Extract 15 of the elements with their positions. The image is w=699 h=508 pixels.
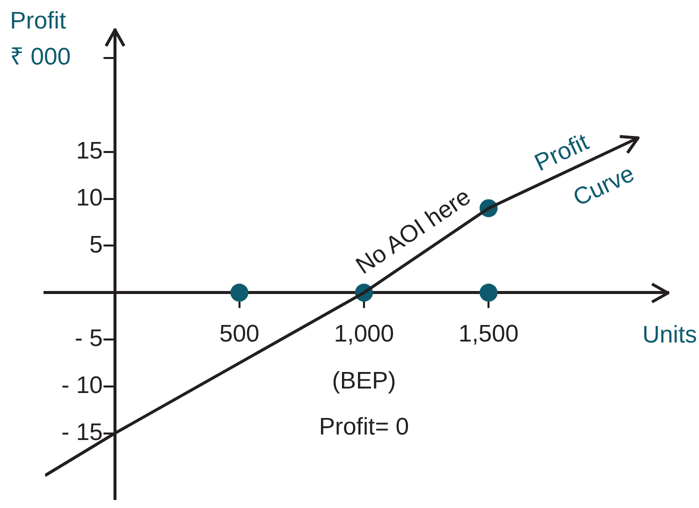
y-tick-label: 10 bbox=[76, 184, 103, 212]
x-tick-label: 1,000 bbox=[334, 320, 394, 348]
annotation: (BEP) bbox=[332, 367, 396, 394]
x-tick-label: 1,500 bbox=[458, 320, 519, 348]
y-tick-label: - 10 bbox=[61, 372, 103, 400]
text: Profit Curve bbox=[530, 128, 639, 212]
annotation: Profit= 0 bbox=[318, 413, 409, 440]
y-tick-label: 5 bbox=[89, 231, 103, 258]
y-tick-label: 15 bbox=[76, 138, 103, 165]
y-tick-label: - 15 bbox=[61, 418, 103, 446]
y-tick-label: - 5 bbox=[74, 325, 103, 352]
annotation: No AOI here bbox=[351, 183, 476, 280]
y-axis-title: Profit ₹ 000 bbox=[10, 8, 71, 71]
x-tick-label: 500 bbox=[219, 320, 260, 348]
x-axis-title: Units bbox=[642, 321, 697, 348]
